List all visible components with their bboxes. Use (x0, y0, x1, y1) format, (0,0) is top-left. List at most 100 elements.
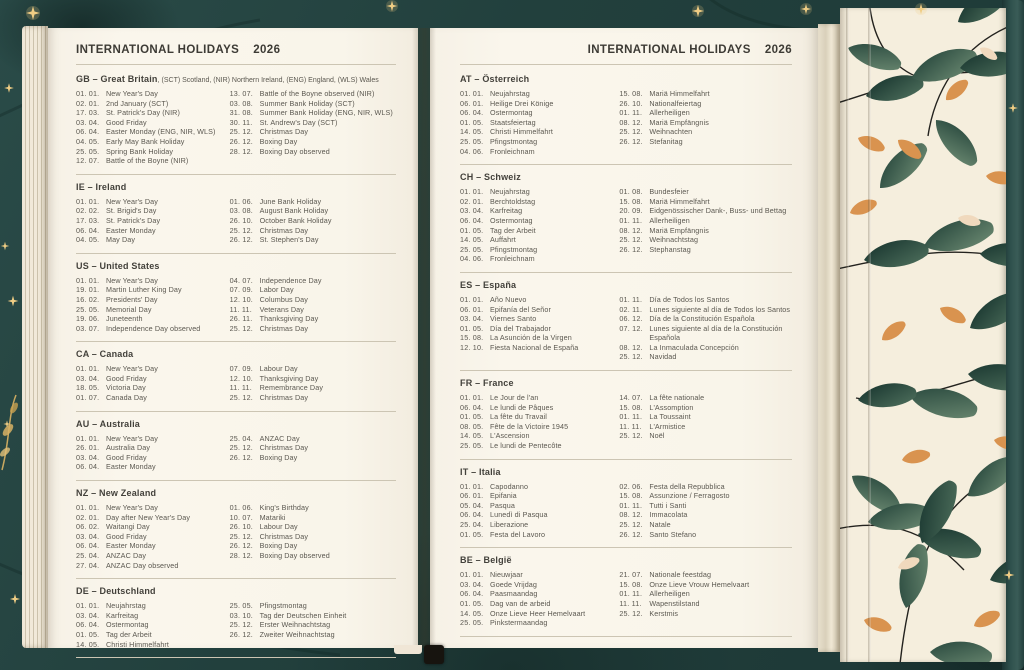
holiday-name: Thanksgiving Day (259, 314, 319, 324)
holiday-name: Viernes Santo (490, 314, 537, 324)
holiday-date: 06. 12. (619, 314, 643, 324)
holiday-date: 01. 01. (460, 393, 484, 403)
holiday-entry: 01. 01. Le Jour de l'an (460, 393, 619, 403)
holiday-date: 01. 06. (229, 503, 253, 513)
holiday-name: Festa della Repubblica (649, 481, 725, 491)
holiday-section: BE – België 01. 01. Nieuwjaar 03. 04. Goede … (460, 548, 792, 637)
section-columns: 01. 01. New Year's Day 02. 01. Day after Ne… (76, 503, 396, 570)
holiday-entry: 14. 05. Christi Himmelfahrt (460, 127, 619, 137)
holiday-entry: 13. 07. Battle of the Boyne observed (NIR… (230, 89, 396, 99)
holiday-name: Le Jour de l'an (490, 393, 539, 403)
holiday-entry: 04. 05. May Day (76, 235, 230, 245)
holiday-column: 01. 01. Neujahrstag 02. 01. Berchtoldstag 03… (460, 187, 619, 264)
holiday-entry: 01. 06. June Bank Holiday (230, 197, 396, 207)
holiday-entry: 08. 12. Immacolata (619, 510, 792, 520)
holiday-name: Heilige Drei Könige (490, 98, 554, 108)
holiday-column: 01. 01. Nieuwjaar 03. 04. Goede Vrijdag 06. … (460, 570, 619, 628)
holiday-name: Kerstmis (649, 608, 679, 618)
page-title: INTERNATIONAL HOLIDAYS (76, 44, 240, 56)
leaf-pattern (840, 8, 1006, 662)
holiday-date: 15. 08. (619, 402, 643, 412)
holiday-entry: 02. 01. 2nd January (SCT) (76, 99, 230, 109)
holiday-name: Christmas Day (259, 443, 309, 453)
holiday-date: 02. 11. (619, 304, 643, 314)
holiday-entry: 06. 04. Easter Monday (76, 462, 230, 472)
holiday-date: 26. 12. (229, 452, 253, 462)
section-columns: 01. 01. Capodanno 06. 01. Epifania 05. 04. Pa… (460, 482, 792, 540)
holiday-date: 14. 05. (76, 639, 100, 649)
holiday-entry: 08. 12. La Inmaculada Concepción (619, 343, 792, 353)
holiday-name: Pfingstmontag (490, 136, 538, 146)
holiday-date: 01. 01. (76, 503, 100, 513)
holiday-entry: 06. 01. Heilige Drei Könige (460, 99, 619, 109)
holiday-column: 01. 01. New Year's Day 02. 01. 2nd January … (76, 89, 230, 166)
holiday-entry: 06. 04. Easter Monday (76, 541, 230, 551)
holiday-date: 12. 07. (76, 156, 100, 166)
holiday-date: 25. 12. (619, 352, 643, 362)
holiday-date: 01. 01. (460, 481, 484, 491)
holiday-name: Eidgenössischer Dank-, Buss- und Bettag (649, 206, 787, 216)
holiday-date: 12. 10. (229, 373, 253, 383)
holiday-entry: 03. 10. Tag der Deutschen Einheit (230, 611, 396, 621)
holiday-date: 03. 04. (460, 314, 484, 324)
holiday-entry: 25. 12. Noël (619, 431, 792, 441)
holiday-entry: 01. 01. Nieuwjaar (460, 570, 619, 580)
holiday-name: Good Friday (106, 531, 147, 541)
holiday-entry: 01. 07. Canada Day (76, 393, 230, 403)
holiday-date: 26. 12. (229, 629, 253, 639)
holiday-date: 04. 07. (229, 275, 253, 285)
holiday-date: 25. 05. (76, 304, 100, 314)
holiday-entry: 01. 11. Allerheiligen (619, 108, 792, 118)
holiday-name: Tutti i Santi (649, 500, 687, 510)
holiday-name: Good Friday (106, 373, 147, 383)
holiday-entry: 04. 05. Early May Bank Holiday (76, 137, 230, 147)
holiday-name: Christmas Day (259, 531, 309, 541)
holiday-column: 01. 06. King's Birthday 10. 07. Matariki 26.… (230, 503, 396, 570)
holiday-entry: 14. 05. Onze Lieve Heer Hemelvaart (460, 609, 619, 619)
holiday-entry: 03. 08. Summer Bank Holiday (SCT) (230, 99, 396, 109)
holiday-name: St. Brigid's Day (106, 206, 157, 216)
holiday-entry: 01. 01. New Year's Day (76, 276, 230, 286)
holiday-date: 25. 12. (619, 608, 643, 618)
holiday-name: Festa del Lavoro (490, 529, 546, 539)
holiday-date: 11. 11. (619, 421, 642, 431)
holiday-name: October Bank Holiday (259, 215, 332, 225)
holiday-date: 01. 05. (460, 117, 484, 127)
holiday-name: Presidents' Day (106, 294, 158, 304)
holiday-section: AT – Österreich 01. 01. Neujahrstag 06. 01.… (460, 67, 792, 166)
section-columns: 01. 01. Neujahrstag 03. 04. Karfreitag 06. 0… (76, 601, 396, 649)
holiday-date: 01. 01. (76, 89, 100, 98)
right-page: INTERNATIONAL HOLIDAYS 2026 AT – Österre… (430, 28, 818, 648)
holiday-entry: 26. 12. Boxing Day (230, 453, 396, 463)
holiday-name: Remembrance Day (259, 383, 324, 393)
holiday-entry: 25. 04. ANZAC Day (230, 434, 396, 444)
holiday-column: 04. 07. Independence Day 07. 09. Labor Day 1… (230, 276, 396, 334)
holiday-entry: 21. 07. Nationale feestdag (619, 570, 792, 580)
holiday-name: Boxing Day (259, 452, 298, 462)
holiday-entry: 25. 05. Le lundi de Pentecôte (460, 441, 619, 451)
holiday-name: Pfingstmontag (490, 244, 538, 254)
holiday-date: 01. 01. (76, 196, 100, 206)
holiday-name: Good Friday (106, 452, 147, 462)
holiday-name: Christmas Day (259, 323, 309, 333)
holiday-name: Independence Day (259, 275, 322, 285)
holiday-entry: 20. 09. Eidgenössischer Dank-, Buss- und … (619, 206, 792, 216)
holiday-date: 01. 01. (460, 89, 484, 98)
section-title: GB – Great Britain, (SCT) Scotland, (NIR… (76, 74, 396, 84)
holiday-name: Allerheiligen (649, 215, 690, 225)
holiday-date: 03. 04. (460, 579, 484, 589)
holiday-entry: 01. 05. Día del Trabajador (460, 324, 619, 334)
holiday-name: Weihnachtstag (649, 235, 699, 245)
elastic-band-tab (424, 645, 444, 664)
holiday-date: 01. 06. (229, 196, 253, 206)
holiday-entry: 25. 05. Pfingstmontag (460, 137, 619, 147)
holiday-entry: 06. 04. Ostermontag (460, 108, 619, 118)
holiday-entry: 03. 04. Karfreitag (460, 206, 619, 216)
holiday-entry: 01. 08. Bundesfeier (619, 187, 792, 197)
holiday-date: 06. 01. (460, 98, 484, 108)
holiday-date: 20. 09. (619, 206, 643, 216)
holiday-entry: 12. 10. Fiesta Nacional de España (460, 343, 619, 353)
holiday-date: 25. 05. (460, 441, 484, 451)
holiday-date: 25. 12. (619, 431, 643, 441)
holiday-name: Epifanía del Señor (490, 304, 551, 314)
